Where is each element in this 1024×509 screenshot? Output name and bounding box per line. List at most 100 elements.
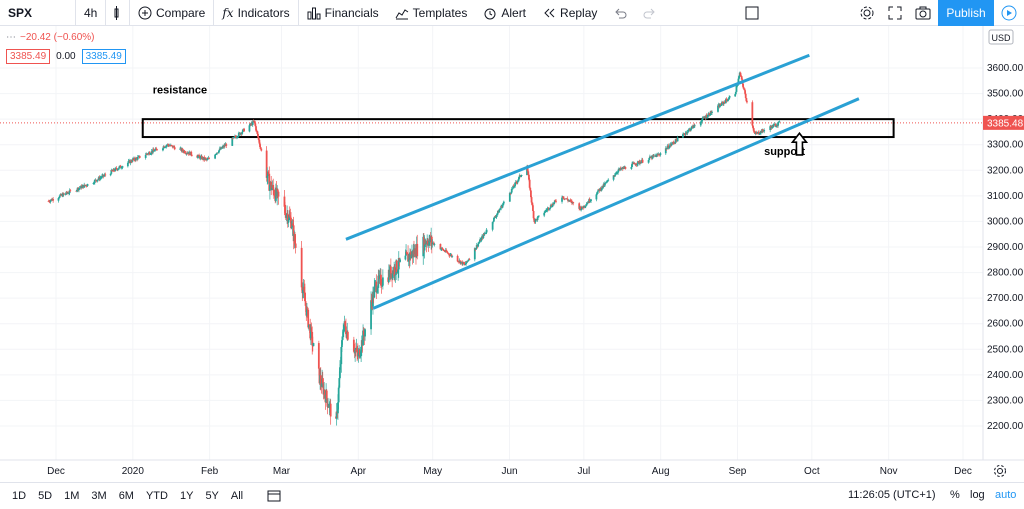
chart-type-button[interactable] (106, 0, 130, 26)
candle-body (674, 138, 677, 143)
candle (287, 218, 290, 228)
candle-body (85, 185, 88, 187)
clock-timezone[interactable]: 11:26:05 (UTC+1) (848, 489, 936, 501)
play-button[interactable] (994, 0, 1024, 26)
templates-icon (395, 8, 408, 19)
candle-body (204, 158, 207, 160)
candle-body (340, 347, 343, 365)
candle (647, 159, 650, 164)
settings-button[interactable] (853, 0, 881, 26)
auto-scale-toggle[interactable]: auto (995, 489, 1017, 501)
plus-circle-icon (138, 6, 152, 19)
candle-body (655, 154, 658, 157)
percent-toggle[interactable]: % (950, 489, 960, 501)
candle-body (346, 331, 349, 340)
candle-body (255, 126, 257, 131)
candle-body (516, 182, 518, 184)
candle-type-icon (114, 5, 119, 20)
candle (607, 178, 610, 182)
range-button-ytd[interactable]: YTD (145, 490, 168, 502)
redo-button[interactable] (635, 0, 665, 26)
candle-body (528, 179, 531, 188)
candle-body (337, 387, 340, 403)
alert-button[interactable]: Alert (475, 0, 534, 26)
y-tick-label: 2300.00 (987, 395, 1024, 406)
candle (510, 187, 513, 194)
candle-body (734, 94, 737, 97)
candle-body (131, 159, 134, 162)
candle (528, 177, 531, 189)
candle (502, 200, 505, 206)
x-tick-label: Jul (577, 466, 590, 477)
candle-body (687, 129, 690, 132)
candle-body (736, 85, 738, 87)
range-button-5y[interactable]: 5Y (205, 490, 219, 502)
range-button-6m[interactable]: 6M (118, 490, 134, 502)
replay-button[interactable]: Replay (534, 0, 605, 26)
range-button-3m[interactable]: 3M (91, 490, 107, 502)
candle-body (774, 124, 777, 127)
candle-body (306, 308, 308, 316)
candle-body (667, 145, 670, 149)
candle-body (83, 184, 86, 186)
calendar-range-icon[interactable] (267, 489, 281, 503)
candle-body (102, 174, 105, 177)
candle (777, 121, 779, 128)
candle-body (359, 354, 362, 358)
x-tick-label: Dec (954, 466, 972, 477)
candle-body (743, 88, 746, 91)
candle-body (586, 203, 589, 205)
candle-body (111, 170, 113, 171)
undo-button[interactable] (605, 0, 635, 26)
candle-body (288, 215, 291, 217)
candle-body (735, 86, 738, 92)
alarm-clock-icon (484, 8, 496, 19)
candle-body (546, 208, 549, 211)
compare-button[interactable]: Compare (130, 0, 215, 26)
candle (734, 93, 737, 97)
candle-body (253, 120, 256, 124)
candle-body (93, 182, 96, 184)
candle-body (775, 126, 778, 127)
range-button-all[interactable]: All (230, 490, 244, 502)
fullscreen-button[interactable] (881, 0, 909, 26)
candle-body (762, 129, 764, 131)
candle-body (290, 227, 293, 229)
symbol-search-button[interactable]: SPX (0, 0, 76, 26)
financials-button[interactable]: Financials (299, 0, 387, 26)
interval-button[interactable]: 4h (76, 0, 106, 26)
snapshot-button[interactable] (909, 0, 937, 26)
range-button-1d[interactable]: 1D (12, 490, 27, 502)
log-toggle[interactable]: log (970, 489, 985, 501)
candle-body (277, 191, 280, 197)
publish-button[interactable]: Publish (938, 0, 994, 26)
candle (241, 129, 244, 133)
layout-button[interactable] (738, 0, 766, 26)
candle-body (241, 132, 244, 134)
candle (546, 206, 549, 213)
candle-body (376, 287, 379, 292)
candle (312, 342, 315, 347)
candle (119, 164, 122, 168)
indicators-button[interactable]: fx Indicators (214, 0, 299, 26)
support-arrow-icon (790, 131, 809, 156)
templates-button[interactable]: Templates (387, 0, 476, 26)
axis-settings-button[interactable] (990, 462, 1010, 480)
candle-body (372, 291, 374, 307)
candle-body (58, 195, 61, 198)
candle-body (130, 160, 133, 162)
range-button-5d[interactable]: 5D (38, 490, 53, 502)
range-button-1y[interactable]: 1Y (179, 490, 194, 502)
candle (659, 152, 662, 157)
candle (78, 188, 80, 193)
range-button-1m[interactable]: 1M (64, 490, 80, 502)
candle-body (399, 259, 401, 262)
candle-body (153, 149, 156, 152)
candle-body (433, 243, 436, 245)
candle-body (658, 154, 661, 156)
candle-body (354, 349, 357, 354)
y-tick-label: 3000.00 (987, 216, 1024, 227)
candle (291, 219, 294, 236)
candle (723, 100, 725, 106)
